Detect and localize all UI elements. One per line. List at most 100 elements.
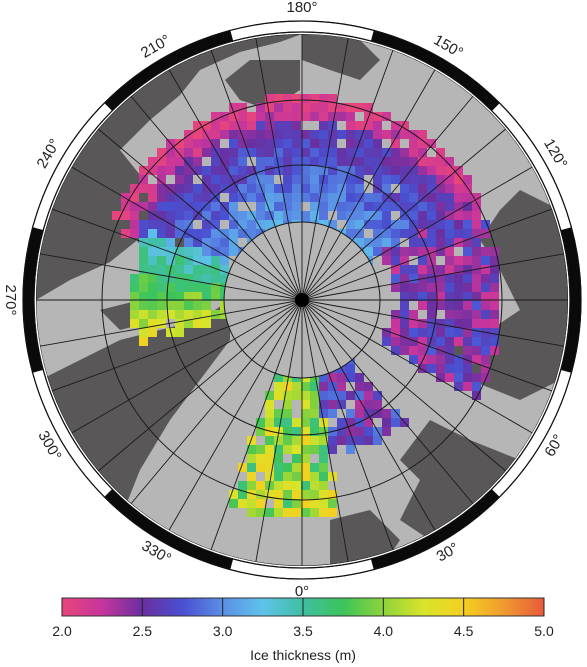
ice-pixel [436,175,445,184]
ice-pixel [229,499,238,508]
ice-pixel [148,184,157,193]
ice-pixel [274,499,283,508]
ice-pixel [265,463,274,472]
ice-pixel [409,166,418,175]
ice-pixel [139,184,148,193]
ice-pixel [229,130,238,139]
ice-pixel [427,220,436,229]
ice-pixel [490,274,499,283]
ice-pixel [175,139,184,148]
ice-pixel [301,391,310,400]
ice-pixel [157,193,166,202]
ice-pixel [355,193,364,202]
ice-pixel [364,148,373,157]
ice-pixel [400,130,409,139]
ice-pixel [355,148,364,157]
ice-pixel [472,391,481,400]
ice-pixel [211,238,220,247]
ice-pixel [184,301,193,310]
ice-pixel [373,130,382,139]
ice-pixel [355,121,364,130]
ice-pixel [382,184,391,193]
ice-pixel [292,139,301,148]
ice-pixel [373,238,382,247]
ice-pixel [220,175,229,184]
ice-pixel [427,229,436,238]
ice-pixel [391,247,400,256]
ice-pixel [445,211,454,220]
ice-pixel [193,184,202,193]
ice-pixel [292,175,301,184]
ice-pixel [454,373,463,382]
ice-pixel [247,193,256,202]
ice-pixel [400,121,409,130]
ice-pixel [184,130,193,139]
ice-pixel [202,229,211,238]
ice-pixel [463,310,472,319]
ice-pixel [166,211,175,220]
ice-pixel [418,175,427,184]
ice-pixel [319,166,328,175]
ice-pixel [346,139,355,148]
ice-pixel [121,229,130,238]
ice-pixel [427,301,436,310]
ice-pixel [148,301,157,310]
ice-pixel [184,202,193,211]
ice-pixel [157,319,166,328]
ice-pixel [247,436,256,445]
ice-pixel [256,490,265,499]
ice-pixel [283,418,292,427]
ice-pixel [274,139,283,148]
ice-pixel [220,148,229,157]
ice-pixel [292,391,301,400]
ice-pixel [454,238,463,247]
colorbar-tick-label: 3.5 [293,623,313,639]
ice-pixel [283,175,292,184]
ice-pixel [310,112,319,121]
ice-pixel [472,238,481,247]
ice-pixel [364,139,373,148]
ice-pixel [382,193,391,202]
ice-pixel [391,310,400,319]
ice-pixel [490,337,499,346]
ice-pixel [364,418,373,427]
ice-pixel [130,283,139,292]
ice-pixel [229,139,238,148]
ice-pixel [409,310,418,319]
ice-pixel [463,346,472,355]
meridian-line [210,299,303,551]
ice-pixel [292,436,301,445]
ice-pixel [247,454,256,463]
ice-pixel [454,301,463,310]
ice-pixel [256,427,265,436]
ice-pixel [139,328,148,337]
ice-pixel [382,130,391,139]
ice-pixel [229,157,238,166]
ice-pixel [292,103,301,112]
ice-pixel [283,112,292,121]
ice-pixel [427,139,436,148]
ice-pixel [175,157,184,166]
ice-pixel [418,166,427,175]
ice-pixel [283,184,292,193]
colorbar-tick-label: 3.0 [213,623,233,639]
ice-pixel [463,373,472,382]
ice-pixel [175,247,184,256]
ice-pixel [265,220,274,229]
ice-pixel [148,202,157,211]
ice-pixel [130,193,139,202]
ice-pixel [445,346,454,355]
ice-pixel [283,202,292,211]
ice-pixel [265,130,274,139]
ice-pixel [310,139,319,148]
ice-pixel [157,202,166,211]
ice-pixel [283,103,292,112]
ice-pixel [472,373,481,382]
ice-pixel [373,400,382,409]
ice-pixel [202,292,211,301]
ice-pixel [292,211,301,220]
ice-pixel [319,436,328,445]
ice-pixel [256,481,265,490]
ice-pixel [193,130,202,139]
ice-pixel [463,337,472,346]
